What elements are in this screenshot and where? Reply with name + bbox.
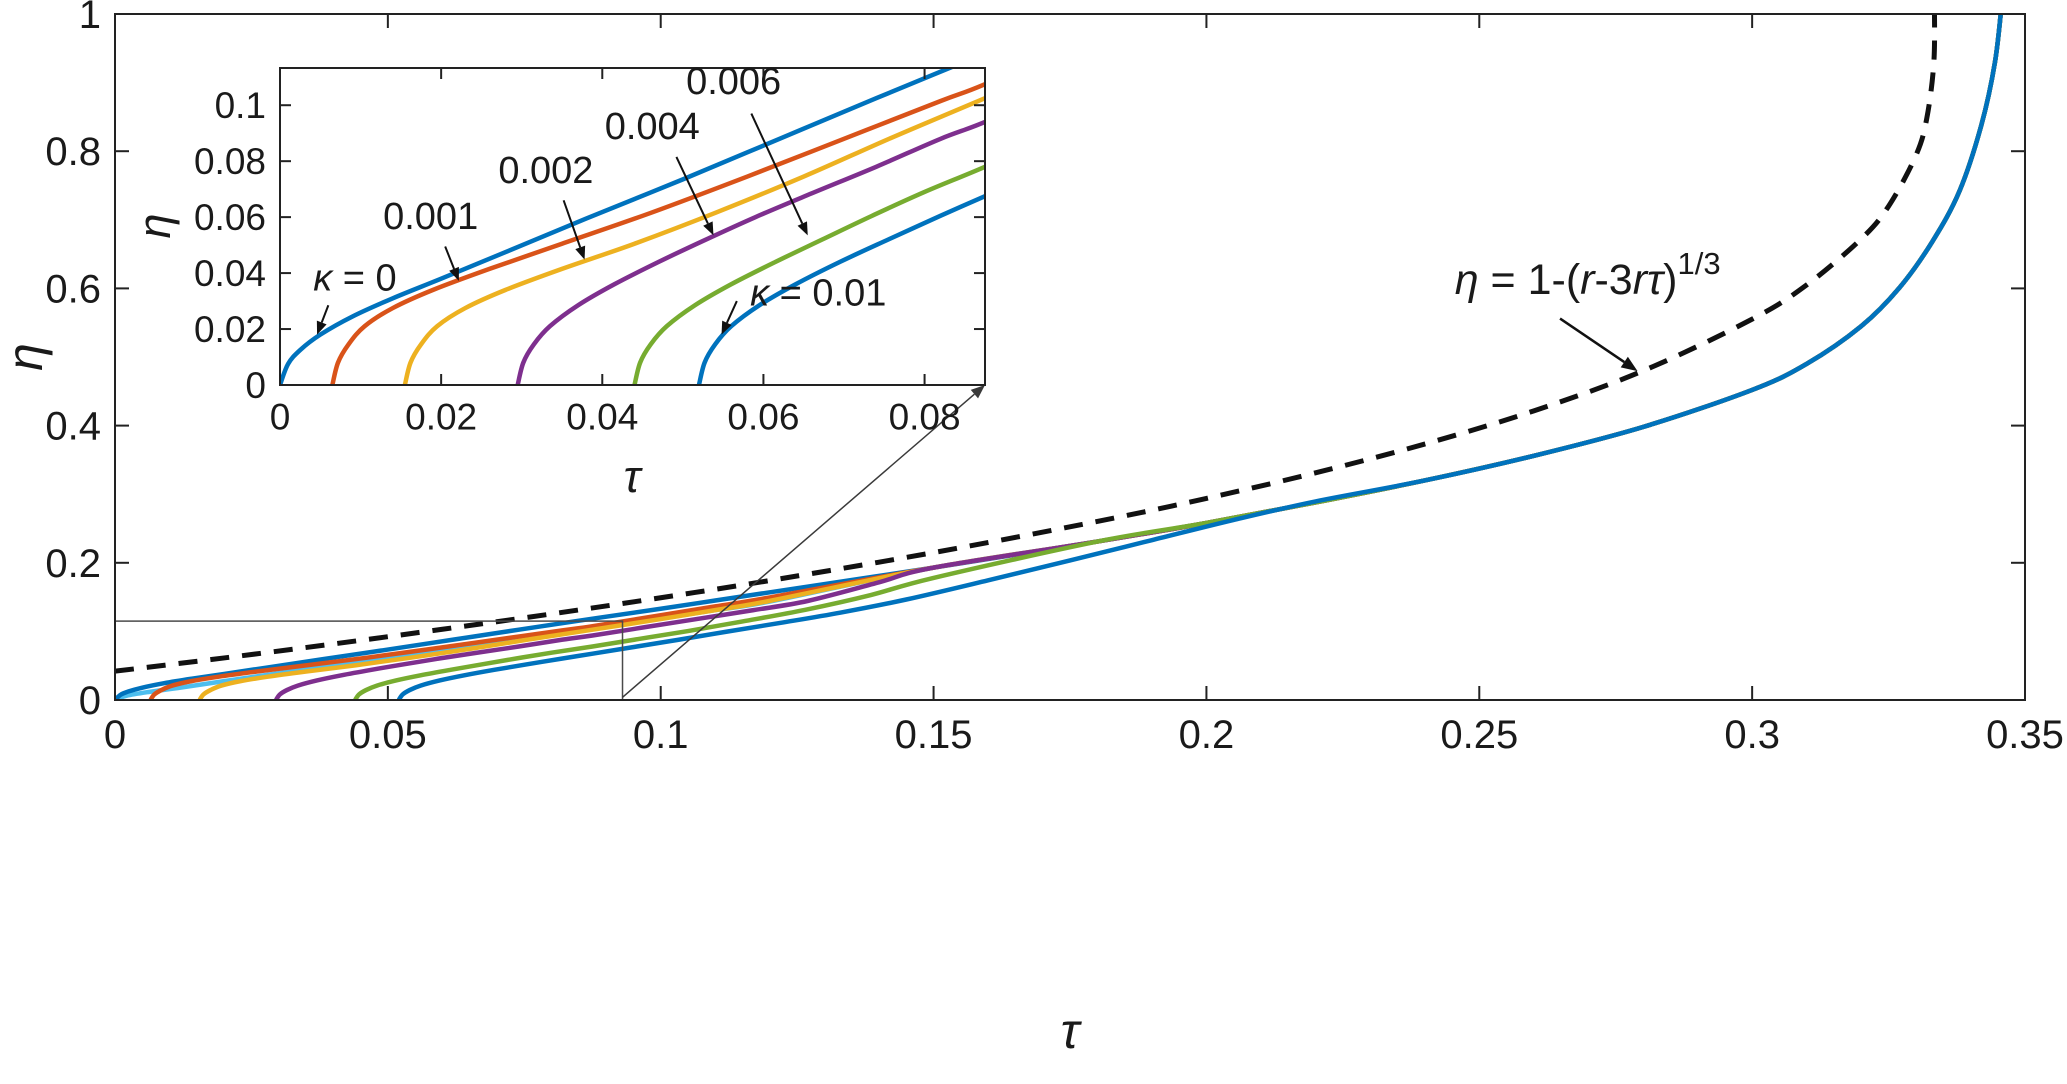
curve-kappa-0	[280, 68, 956, 385]
arrow-head	[797, 221, 808, 236]
x-tick-label: 0.2	[1179, 713, 1235, 757]
x-tick-label: 0.05	[349, 713, 427, 757]
y-tick-label: 0	[79, 679, 101, 723]
x-tick-label: 0.04	[566, 396, 638, 437]
y-tick-label: 0.4	[45, 405, 101, 449]
y-tick-label: 0.02	[194, 309, 266, 350]
x-tick-label: 0.35	[1986, 713, 2064, 757]
arrow-line	[320, 304, 330, 323]
x-tick-label: 0.25	[1440, 713, 1518, 757]
arrow-line	[1559, 317, 1625, 364]
arrow-head	[316, 320, 327, 335]
formula-part: -3	[1594, 256, 1632, 304]
x-tick-label: 0.02	[405, 396, 477, 437]
curve-kappa-0.01	[396, 14, 2003, 700]
formula-part: )	[1663, 256, 1677, 304]
arrow-head	[703, 221, 714, 236]
x-tick-label: 0.08	[889, 396, 961, 437]
y-tick-label: 0.08	[194, 141, 266, 182]
inset-label-0: κ = 0	[313, 257, 396, 299]
inset-label-arrow	[721, 300, 738, 335]
curve-kappa-0.002	[402, 95, 985, 385]
formula-superscript: 1/3	[1677, 246, 1720, 281]
arrow-head	[575, 245, 586, 260]
formula-arrow	[1559, 317, 1638, 372]
arrow-head	[970, 385, 985, 399]
arrow-head	[1620, 356, 1638, 372]
x-tick-label: 0.3	[1724, 713, 1780, 757]
arrow-head	[449, 266, 459, 281]
inset-label-0.01: κ = 0.01	[750, 272, 886, 314]
inset-y-axis-label: η	[129, 214, 180, 239]
arrow-head	[721, 320, 732, 335]
curve-kappa-0.001	[330, 81, 985, 385]
y-tick-label: 0.2	[45, 542, 101, 586]
arrow-line	[622, 393, 975, 698]
inset-label-0.004: 0.004	[605, 106, 700, 148]
y-tick-label: 1	[79, 0, 101, 37]
inset-label-arrow	[675, 156, 714, 236]
y-tick-label: 0	[245, 365, 266, 406]
main-curves	[115, 14, 2003, 700]
x-tick-label: 0.15	[895, 713, 973, 757]
y-tick-label: 0.06	[194, 197, 266, 238]
arrow-line	[750, 113, 804, 224]
kappa-value: = 0.01	[769, 272, 886, 314]
curve-analytic-dashed	[115, 14, 1938, 674]
x-tick-label: 0.1	[633, 713, 689, 757]
formula-part: η	[1455, 256, 1479, 304]
formula-part: r	[1633, 256, 1649, 304]
curve-kappa-0.01	[696, 193, 985, 385]
arrow-line	[444, 246, 455, 270]
arrow-line	[726, 300, 738, 324]
curve-kappa-0.004	[515, 119, 985, 385]
formula-annotation: η = 1-(r-3rτ)1/3	[1455, 246, 1721, 304]
main-axes: 0 0.05 0.1 0.15 0.2 0.25 0.3 0.35 0 0.2 0.4 0.6 0.8 1…	[0, 0, 2064, 1059]
inset-label-arrow	[562, 200, 586, 260]
inset-label-arrow	[316, 304, 330, 335]
formula-part: = 1-(	[1479, 256, 1581, 304]
main-x-axis-label: τ	[1061, 1003, 1083, 1059]
inset-curves	[280, 68, 985, 385]
y-tick-label: 0.8	[45, 130, 101, 174]
inset-label-0.001: 0.001	[383, 196, 478, 238]
formula-part: r	[1580, 256, 1596, 304]
formula-part: τ	[1647, 256, 1666, 304]
inset-axes: 0 0.02 0.04 0.06 0.08 0 0.02 0.04 0.06 0.08 0.1 τ η	[129, 67, 986, 502]
x-tick-label: 0.06	[727, 396, 799, 437]
curve-kappa-0.006	[632, 164, 985, 385]
main-axes-box	[114, 13, 2026, 701]
kappa-value: = 0	[332, 257, 396, 299]
kappa-symbol: κ	[750, 272, 771, 314]
inset-label-arrow	[750, 113, 808, 236]
main-y-axis-label: η	[0, 343, 53, 371]
zoom-connector-arrow	[622, 385, 985, 698]
arrow-line	[562, 200, 582, 248]
inset-axes-box	[279, 67, 986, 386]
kappa-symbol: κ	[313, 257, 334, 299]
x-tick-label: 0	[104, 713, 126, 757]
inset-label-arrow	[444, 246, 459, 281]
inset-label-0.002: 0.002	[498, 150, 593, 192]
inset-background	[280, 68, 985, 385]
y-tick-label: 0.6	[45, 267, 101, 311]
y-tick-label: 0.04	[194, 253, 266, 294]
inset-label-0.006: 0.006	[686, 61, 781, 103]
y-tick-label: 0.1	[215, 85, 266, 126]
x-tick-label: 0	[270, 396, 291, 437]
arrow-line	[675, 156, 709, 224]
inset-x-axis-label: τ	[624, 451, 644, 502]
